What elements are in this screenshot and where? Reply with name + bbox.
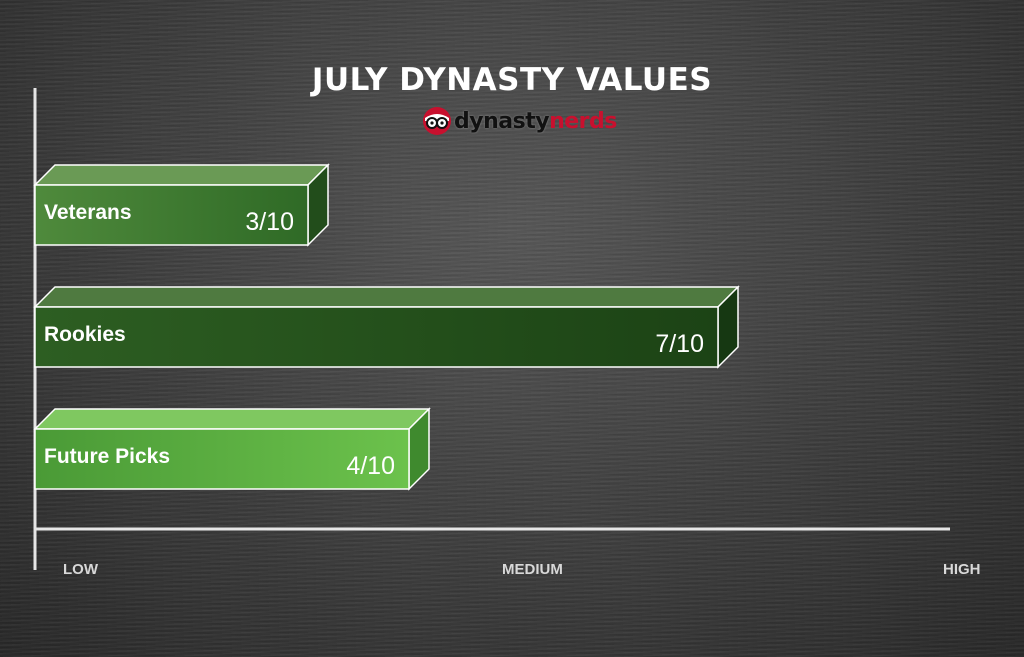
chart-title: JULY DYNASTY VALUES	[311, 62, 713, 98]
nerd-glasses-icon	[423, 107, 451, 135]
bar-value-label: 4/10	[346, 452, 395, 480]
axis-label-high: HIGH	[943, 561, 981, 578]
logo-wordmark: dynastynerds	[454, 108, 617, 134]
axis-label-low: LOW	[63, 561, 99, 578]
bar-category-label: Rookies	[44, 323, 126, 346]
bar-front-face	[34, 428, 410, 490]
bar-front-face	[34, 306, 719, 368]
bar-category-label: Veterans	[44, 201, 132, 224]
bar-rookies: Rookies 7/10	[33, 285, 740, 369]
dynasty-nerds-logo: dynastynerds	[422, 106, 617, 136]
bar-front-face	[34, 184, 309, 246]
bar-top-face	[33, 286, 740, 308]
bar-future-picks: Future Picks 4/10	[33, 407, 431, 491]
bar-value-label: 3/10	[245, 208, 294, 236]
bar-top-face	[33, 164, 330, 186]
bar-veterans: Veterans 3/10	[33, 163, 330, 247]
bar-value-label: 7/10	[655, 330, 704, 358]
bar-category-label: Future Picks	[44, 445, 170, 468]
axis-label-medium: MEDIUM	[502, 561, 563, 578]
bar-top-face	[33, 408, 431, 430]
